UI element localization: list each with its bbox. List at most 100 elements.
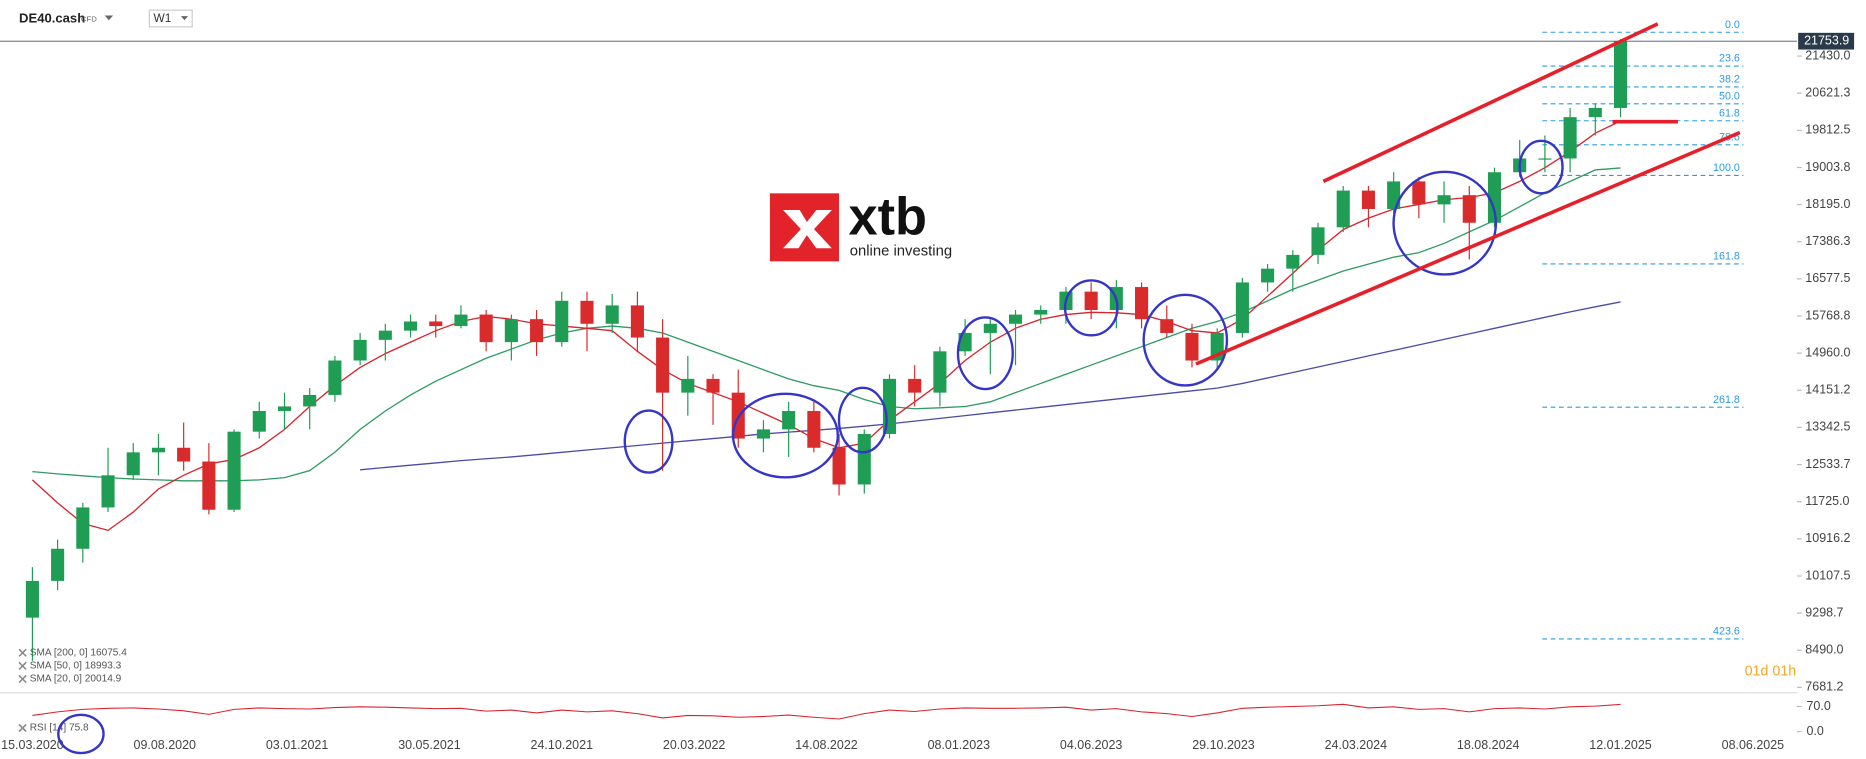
candle-body bbox=[1538, 158, 1552, 160]
x-tick-label: 29.10.2023 bbox=[1192, 738, 1255, 752]
fib-label: 38.2 bbox=[1719, 74, 1740, 86]
candle-body bbox=[328, 360, 342, 395]
rsi-tick-label: 70.0 bbox=[1806, 699, 1830, 713]
candle-body bbox=[353, 339, 367, 361]
fib-label: 23.6 bbox=[1719, 53, 1740, 65]
candle-body bbox=[177, 447, 191, 462]
candle-body bbox=[151, 447, 165, 453]
timeframe-box[interactable] bbox=[148, 9, 193, 28]
y-tick-label: 19003.8 bbox=[1805, 160, 1850, 174]
annotation-circle bbox=[1392, 170, 1498, 276]
candle-body bbox=[530, 319, 544, 343]
candle-body bbox=[1487, 172, 1502, 223]
x-tick-label: 08.01.2023 bbox=[928, 738, 991, 752]
x-tick-label: 30.05.2021 bbox=[398, 738, 461, 752]
candle-body bbox=[1361, 190, 1375, 209]
candle-body bbox=[1387, 181, 1401, 209]
candle-body bbox=[504, 319, 518, 343]
logo-tagline: online investing bbox=[850, 244, 952, 260]
fib-label: 0.0 bbox=[1725, 19, 1740, 31]
symbol-dropdown[interactable] bbox=[104, 15, 114, 21]
y-tick-label: 14151.2 bbox=[1805, 383, 1850, 397]
annotation-circle bbox=[731, 392, 839, 479]
fib-label: 50.0 bbox=[1719, 91, 1740, 103]
candle-body bbox=[857, 433, 871, 485]
x-tick-label: 20.03.2022 bbox=[663, 738, 726, 752]
annotations bbox=[57, 139, 1564, 755]
candle-body bbox=[1261, 268, 1275, 283]
y-tick-label: 8490.0 bbox=[1805, 643, 1843, 657]
logo: xtb online investing bbox=[769, 189, 952, 262]
candle-body bbox=[1437, 195, 1451, 205]
rsi-tick-label: 0.0 bbox=[1806, 724, 1823, 738]
candle-body bbox=[1613, 41, 1628, 108]
x-tick-label: 15.03.2020 bbox=[1, 738, 64, 752]
symbol-tag: CFD bbox=[81, 15, 97, 24]
y-tick-label: 12533.7 bbox=[1805, 457, 1850, 471]
x-tick-label: 14.08.2022 bbox=[795, 738, 858, 752]
timeframe-dropdown[interactable] bbox=[180, 16, 189, 21]
logo-brand: xtb bbox=[849, 189, 928, 247]
candle-body bbox=[101, 475, 115, 508]
candle-body bbox=[1034, 309, 1048, 315]
y-tick-label: 15768.8 bbox=[1805, 308, 1850, 322]
candle-body bbox=[1185, 332, 1199, 361]
candle-body bbox=[277, 406, 292, 412]
last-price-box bbox=[1798, 32, 1855, 50]
y-tick-label: 19812.5 bbox=[1805, 123, 1850, 137]
candle-body bbox=[807, 411, 821, 448]
candle-body bbox=[126, 452, 140, 476]
x-tick-label: 12.01.2025 bbox=[1589, 738, 1652, 752]
annotation-circle bbox=[1518, 139, 1564, 195]
y-tick-label: 10107.5 bbox=[1805, 568, 1850, 582]
fib-label: 423.6 bbox=[1713, 626, 1740, 638]
legend-remove-icon bbox=[18, 661, 27, 671]
toolbar: DE40.cash CFD W1 bbox=[19, 9, 193, 28]
candle-body bbox=[1160, 319, 1174, 333]
candle-body bbox=[303, 394, 317, 407]
y-tick-label: 21430.0 bbox=[1805, 48, 1850, 62]
candle-body bbox=[378, 330, 392, 340]
candle-body bbox=[1588, 107, 1602, 118]
candle-body bbox=[1235, 282, 1249, 333]
candle-body bbox=[202, 461, 216, 510]
legend-remove-icon bbox=[18, 723, 27, 733]
y-tick-label: 13342.5 bbox=[1805, 420, 1850, 434]
candle-body bbox=[580, 300, 594, 324]
y-tick-label: 9298.7 bbox=[1805, 605, 1843, 619]
candle-timer: 01d 01h bbox=[1745, 664, 1797, 680]
candle-body bbox=[252, 411, 266, 432]
candle-body bbox=[756, 429, 770, 439]
candle-body bbox=[555, 300, 569, 343]
logo-x bbox=[783, 210, 832, 249]
y-tick-label: 10916.2 bbox=[1805, 531, 1850, 545]
candle-body bbox=[429, 321, 443, 327]
candle-body bbox=[656, 337, 670, 393]
annotation-circle bbox=[956, 316, 1014, 391]
timeframe[interactable]: W1 bbox=[154, 11, 172, 25]
candle-body bbox=[1311, 227, 1325, 255]
candle-body bbox=[832, 447, 846, 485]
annotation-circle bbox=[1142, 293, 1229, 387]
candle-body bbox=[227, 431, 241, 510]
candle-body bbox=[1135, 287, 1149, 320]
candle-body bbox=[630, 305, 644, 338]
candle-body bbox=[1008, 314, 1023, 324]
candle-body bbox=[1336, 190, 1350, 228]
candle-body bbox=[908, 378, 922, 393]
candle-body bbox=[1084, 291, 1098, 310]
rsi-line bbox=[32, 703, 1621, 720]
annotation-circle bbox=[1063, 279, 1119, 337]
candle-body bbox=[1412, 181, 1426, 205]
candle-body bbox=[403, 321, 418, 331]
y-tick-label: 16577.5 bbox=[1805, 271, 1850, 285]
trend-lines bbox=[1195, 22, 1741, 366]
candle-body bbox=[25, 580, 39, 618]
fib-label: 61.8 bbox=[1719, 107, 1740, 119]
symbol[interactable]: DE40.cash bbox=[19, 11, 85, 26]
fib-label: 161.8 bbox=[1713, 251, 1740, 263]
candle-body bbox=[983, 323, 997, 333]
annotation-circle bbox=[623, 409, 674, 474]
